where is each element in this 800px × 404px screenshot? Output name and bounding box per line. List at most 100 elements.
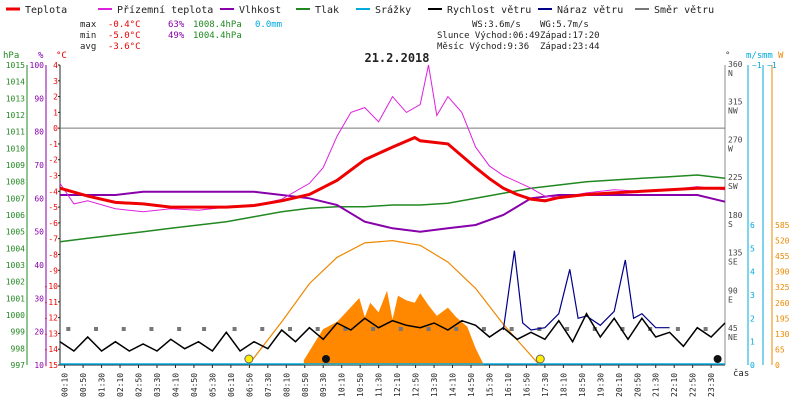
- wind-direction-point: [177, 327, 182, 331]
- legend-item-naraz-vetru: Náraz větru: [538, 4, 623, 16]
- tick-temp: -2: [48, 156, 58, 165]
- wind-direction-point: [481, 327, 486, 331]
- tick-temp: -6: [48, 219, 58, 228]
- stat-min-press: 1004.4hPa: [193, 31, 242, 41]
- tick-hpa: 1012: [6, 111, 25, 120]
- tick-hpa: 1004: [6, 244, 25, 253]
- tick-temp: -13: [44, 329, 59, 338]
- wind-direction-point: [675, 327, 680, 331]
- tick-ms: 6: [750, 221, 755, 230]
- tick-hpa: 1015: [6, 61, 25, 70]
- tick-time: 16:10: [504, 373, 513, 397]
- wind-direction-point: [426, 327, 431, 331]
- tick-time: 12:50: [412, 373, 421, 397]
- axis-unit-w: W: [778, 51, 784, 61]
- tick-pct: 50: [34, 228, 44, 237]
- svg-text:Vlhkost: Vlhkost: [239, 5, 281, 16]
- svg-text:Tlak: Tlak: [315, 5, 339, 16]
- tick-hpa: 1011: [6, 128, 25, 137]
- tick-hpa: 1006: [6, 211, 25, 220]
- tick-dir-label: SW: [728, 182, 738, 191]
- tick-time: 02:10: [116, 373, 125, 397]
- tick-dir-label: NE: [728, 333, 738, 342]
- tick-dir-deg: 135: [728, 249, 743, 258]
- tick-time: 18:50: [578, 373, 587, 397]
- wind-direction-point: [260, 327, 265, 331]
- tick-ms: 3: [750, 291, 755, 300]
- wind-direction-point: [149, 327, 154, 331]
- svg-text:Přízemní teplota: Přízemní teplota: [117, 4, 213, 16]
- tick-temp: 1: [53, 108, 58, 117]
- legend-item-teplota: Teplota: [6, 5, 67, 16]
- wind-direction-point: [315, 327, 320, 331]
- tick-pct: 80: [34, 128, 44, 137]
- tick-temp: -9: [48, 266, 58, 275]
- tick-time: 06:10: [227, 373, 236, 397]
- tick-dir-deg: 225: [728, 173, 743, 182]
- stat-max-hum: 63%: [168, 20, 185, 30]
- tick-w: 130: [775, 330, 790, 339]
- tick-ms: 4: [750, 268, 755, 277]
- tick-dir-deg: 90: [728, 286, 738, 295]
- tick-time: 04:50: [190, 373, 199, 397]
- tick-pct: 90: [34, 94, 44, 103]
- moonset-marker: [713, 355, 722, 363]
- tick-temp: -5: [48, 203, 58, 212]
- tick-time: 10:10: [338, 373, 347, 397]
- axis-unit-mm: mm: [762, 51, 773, 61]
- tick-hpa: 1001: [6, 294, 25, 303]
- tick-time: 08:10: [282, 373, 291, 397]
- tick-w: 0: [775, 361, 780, 370]
- axes-layer: 1015101410131012101110101009100810071006…: [6, 60, 790, 397]
- legend-item-smer-vetru: Směr větru: [635, 4, 714, 16]
- tick-dir-deg: 360: [728, 60, 743, 69]
- tick-time: 03:30: [153, 373, 162, 397]
- tick-hpa: 1005: [6, 228, 25, 237]
- stats-block: max -0.4°C 63% 1008.4hPa 0.0mm min -5.0°…: [80, 20, 282, 52]
- tick-pct: 30: [34, 294, 44, 303]
- tick-w: 325: [775, 283, 790, 292]
- axis-unit-ms: m/s: [746, 51, 762, 61]
- legend: Teplota Přízemní teplota Vlhkost Tlak Sr…: [6, 4, 714, 16]
- tick-time: 06:50: [245, 373, 254, 397]
- tick-temp: -12: [44, 314, 59, 323]
- tick-time: 09:30: [319, 373, 328, 397]
- tick-hpa: 1000: [6, 311, 25, 320]
- info-moon-rise: Měsíc Východ:9:36: [437, 42, 529, 52]
- tick-time: 23:30: [707, 373, 716, 397]
- tick-hpa: 1002: [6, 278, 25, 287]
- tick-w: 260: [775, 299, 790, 308]
- tick-w: 65: [775, 345, 785, 354]
- tick-pct: 60: [34, 194, 44, 203]
- tick-ms: 0: [750, 361, 755, 370]
- tick-time: 04:10: [171, 373, 180, 397]
- legend-item-rychlost-vetru: Rychlost větru: [428, 4, 531, 16]
- moonrise-marker: [322, 355, 330, 363]
- info-ws: WS:3.6m/s: [472, 20, 521, 30]
- tick-w: 455: [775, 252, 790, 261]
- tick-dir-deg: 270: [728, 135, 743, 144]
- tick-ms: 2: [750, 314, 755, 323]
- wind-direction-point: [343, 327, 348, 331]
- tick-temp: -7: [48, 235, 58, 244]
- tick-pct: 40: [34, 261, 44, 270]
- tick-hpa: 1009: [6, 161, 25, 170]
- tick-pct: 100: [30, 61, 45, 70]
- svg-text:Náraz větru: Náraz větru: [557, 4, 623, 16]
- tick-dir-label: W: [728, 144, 733, 153]
- svg-text:Teplota: Teplota: [25, 5, 67, 16]
- tick-temp: -3: [48, 172, 58, 181]
- tick-w: 520: [775, 237, 790, 246]
- tick-time: 11:30: [375, 373, 384, 397]
- tick-time: 14:10: [449, 373, 458, 397]
- tick-time: 21:30: [652, 373, 661, 397]
- svg-text:Srážky: Srážky: [375, 4, 411, 16]
- wind-direction-point: [121, 327, 126, 331]
- tick-pct: 10: [34, 361, 44, 370]
- tick-hpa: 1008: [6, 178, 25, 187]
- sunset-marker: [535, 354, 545, 364]
- wind-direction-point: [565, 327, 570, 331]
- tick-hpa: 1013: [6, 94, 25, 103]
- info-block: WS:3.6m/s WG:5.7m/s Slunce Východ:06:49 …: [437, 20, 600, 52]
